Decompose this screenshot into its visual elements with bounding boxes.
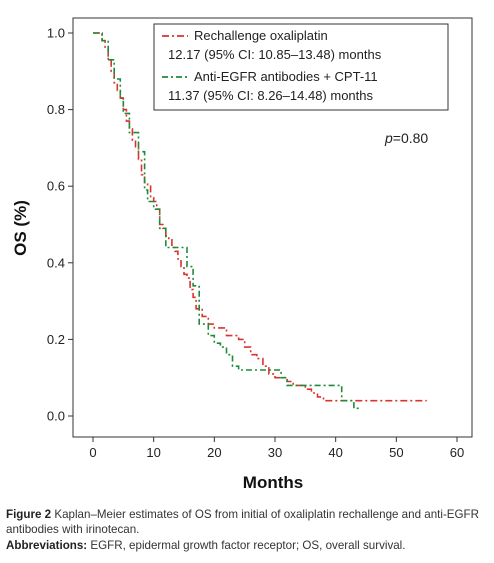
legend: Rechallenge oxaliplatin 12.17 (95% CI: 10…	[153, 23, 449, 111]
figure-caption-line: Figure 2 Kaplan–Meier estimates of OS fr…	[6, 507, 488, 537]
x-tick-label: 40	[328, 445, 342, 460]
legend-series-detail-2: 11.37 (95% CI: 8.26–14.48) months	[168, 88, 373, 103]
figure-caption: Figure 2 Kaplan–Meier estimates of OS fr…	[6, 507, 488, 554]
x-tick-label: 60	[450, 445, 464, 460]
y-tick-label: 1.0	[47, 26, 65, 41]
y-axis-title: OS (%)	[11, 200, 30, 256]
x-axis: 0 10 20 30 40 50 60	[89, 437, 464, 460]
legend-series-name-2: Anti-EGFR antibodies + CPT-11	[194, 69, 378, 84]
y-tick-label: 0.8	[47, 102, 65, 117]
survival-curves	[93, 32, 427, 410]
y-tick-label: 0.4	[47, 255, 65, 270]
figure-description: Kaplan–Meier estimates of OS from initia…	[6, 508, 480, 536]
abbreviations-text: EGFR, epidermal growth factor receptor; …	[90, 539, 406, 552]
y-axis: 0.0 0.2 0.4 0.6 0.8 1.0	[47, 26, 73, 424]
x-axis-title: Months	[243, 473, 303, 492]
legend-series-detail-1: 12.17 (95% CI: 10.85–13.48) months	[168, 47, 382, 62]
km-chart: 0.0 0.2 0.4 0.6 0.8 1.0 0 10 20 30 40 50 60 Rechall…	[11, 17, 473, 492]
x-tick-label: 0	[89, 445, 96, 460]
p-value-annotation: p=0.80	[384, 130, 428, 146]
plot-frame	[72, 17, 473, 438]
abbreviations-line: Abbreviations: EGFR, epidermal growth fa…	[6, 538, 488, 553]
x-tick-label: 10	[146, 445, 160, 460]
x-tick-label: 50	[389, 445, 403, 460]
abbreviations-label: Abbreviations:	[6, 539, 88, 552]
plot-border	[72, 17, 473, 438]
y-tick-label: 0.2	[47, 332, 65, 347]
series-line-1	[93, 32, 427, 402]
p-value-symbol: p	[384, 130, 393, 146]
legend-series-name-1: Rechallenge oxaliplatin	[194, 28, 328, 43]
p-value-number: =0.80	[393, 130, 429, 146]
legend-box	[153, 23, 449, 111]
y-tick-label: 0.0	[47, 409, 65, 424]
series-line-2	[93, 32, 360, 410]
figure-label: Figure 2	[6, 508, 52, 521]
y-tick-label: 0.6	[47, 179, 65, 194]
x-tick-label: 30	[268, 445, 282, 460]
x-tick-label: 20	[207, 445, 221, 460]
